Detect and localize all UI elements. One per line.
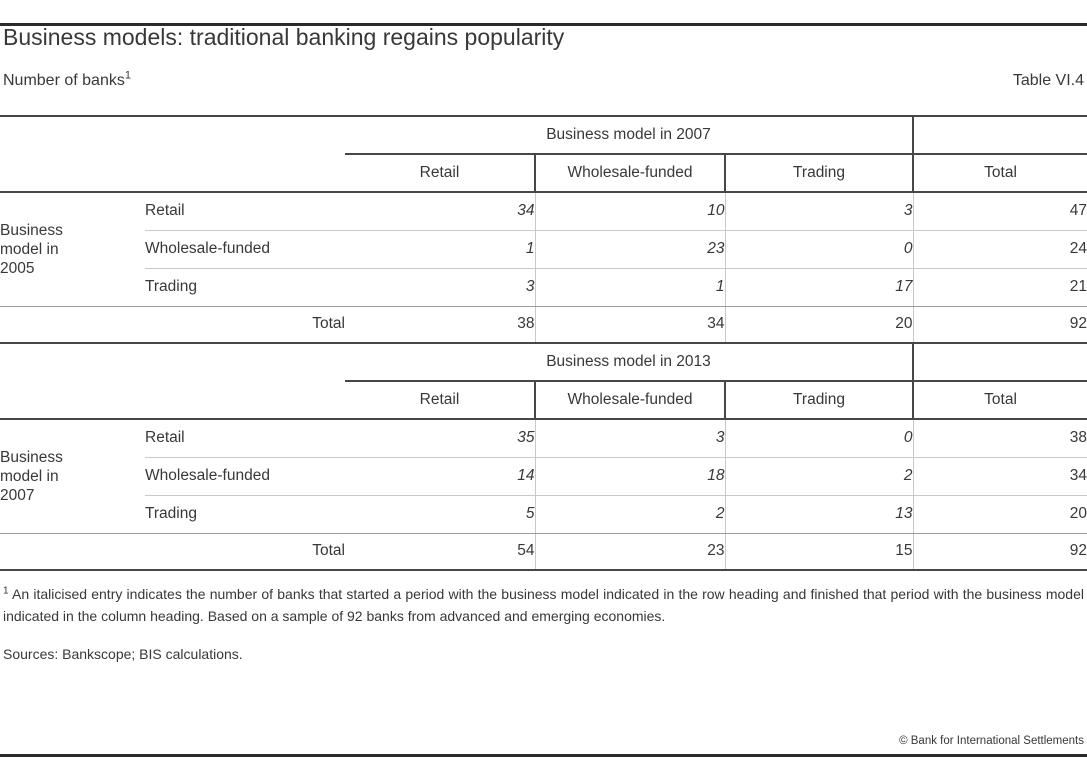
row-total-value: 21	[912, 268, 1087, 307]
cell-value: 0	[724, 419, 914, 458]
row-group-label: Business model in 2007	[0, 419, 145, 534]
row-total-value: 34	[912, 457, 1087, 496]
row-label: Wholesale-funded	[145, 230, 345, 269]
table-row: Business model in 2007 Retail 35 3 0 38	[0, 419, 1087, 534]
column-header-retail: Retail	[345, 381, 535, 420]
panel1-column-header-row: Retail Wholesale-funded Trading Total	[0, 154, 1087, 193]
column-header-wholesale-funded: Wholesale-funded	[534, 381, 725, 420]
cell-value: 14	[345, 457, 535, 496]
panel1-total-row: Total 38 34 20 92	[0, 306, 1087, 344]
subtitle-text: Number of banks	[3, 72, 125, 89]
table-row: Trading 3 1 17 21	[0, 268, 1087, 307]
column-total-value: 15	[724, 533, 914, 571]
cell-value: 0	[724, 230, 914, 269]
subtitle-row: Number of banks1 Table VI.4	[3, 69, 1084, 90]
table-number-label: Table VI.4	[1012, 72, 1084, 89]
cell-value: 2	[534, 495, 725, 534]
footnote: 1 An italicised entry indicates the numb…	[3, 584, 1084, 627]
cell-value: 18	[534, 457, 725, 496]
cell-value: 2	[724, 457, 914, 496]
cell-value: 23	[534, 230, 725, 269]
cell-value: 5	[345, 495, 535, 534]
business-model-transition-table: Business model in 2007 Retail Wholesale-…	[0, 115, 1087, 571]
row-label: Trading	[145, 495, 345, 534]
cell-value: 3	[345, 268, 535, 307]
column-total-value: 20	[724, 306, 914, 344]
column-header-wholesale-funded: Wholesale-funded	[534, 154, 725, 193]
footnote-text: An italicised entry indicates the number…	[3, 586, 1084, 624]
column-header-trading: Trading	[723, 154, 914, 193]
page-title: Business models: traditional banking reg…	[3, 24, 565, 50]
total-row-label: Total	[0, 533, 345, 571]
footnote-marker: 1	[3, 585, 9, 597]
copyright-notice: © Bank for International Settlements	[899, 735, 1084, 747]
column-header-trading: Trading	[723, 381, 914, 420]
cell-value: 1	[345, 230, 535, 269]
sources-line: Sources: Bankscope; BIS calculations.	[3, 646, 243, 662]
column-header-total: Total	[912, 381, 1087, 420]
cell-value: 10	[534, 192, 725, 231]
grand-total-value: 92	[912, 306, 1087, 344]
subtitle-footnote-marker: 1	[124, 69, 131, 82]
empty-cell	[0, 381, 345, 420]
row-total-value: 38	[912, 419, 1087, 458]
row-group-label-text: Business model in 2005	[0, 221, 63, 277]
row-group-label: Business model in 2005	[0, 192, 145, 307]
column-total-value: 23	[534, 533, 725, 571]
panel2-span-header: Business model in 2013	[345, 343, 914, 382]
cell-value: 35	[345, 419, 535, 458]
table-row: Business model in 2005 Retail 34 10 3 47	[0, 192, 1087, 307]
empty-cell	[0, 343, 345, 381]
cell-value: 34	[345, 192, 535, 231]
bottom-page-rule	[0, 754, 1087, 757]
cell-value: 1	[534, 268, 725, 307]
empty-cell	[0, 116, 345, 154]
table-row: Trading 5 2 13 20	[0, 495, 1087, 534]
panel1-span-header-row: Business model in 2007	[0, 116, 1087, 155]
top-page-rule	[0, 23, 1087, 26]
total-column-spacer	[912, 116, 1087, 155]
panel2-total-row: Total 54 23 15 92	[0, 533, 1087, 571]
table-row: Wholesale-funded 14 18 2 34	[0, 457, 1087, 496]
table-subtitle: Number of banks1	[3, 69, 131, 90]
grand-total-value: 92	[912, 533, 1087, 571]
row-label: Retail	[145, 419, 345, 458]
column-total-value: 34	[534, 306, 725, 344]
row-total-value: 24	[912, 230, 1087, 269]
cell-value: 13	[724, 495, 914, 534]
cell-value: 17	[724, 268, 914, 307]
column-header-total: Total	[912, 154, 1087, 193]
row-label: Wholesale-funded	[145, 457, 345, 496]
row-total-value: 47	[912, 192, 1087, 231]
column-total-value: 38	[345, 306, 535, 344]
row-label: Retail	[145, 192, 345, 231]
total-row-label: Total	[0, 306, 345, 344]
row-group-label-text: Business model in 2007	[0, 448, 63, 504]
panel2-column-header-row: Retail Wholesale-funded Trading Total	[0, 381, 1087, 420]
total-column-spacer	[912, 343, 1087, 382]
cell-value: 3	[724, 192, 914, 231]
row-label: Trading	[145, 268, 345, 307]
panel1-span-header: Business model in 2007	[345, 116, 914, 155]
column-total-value: 54	[345, 533, 535, 571]
empty-cell	[0, 154, 345, 193]
table-row: Wholesale-funded 1 23 0 24	[0, 230, 1087, 269]
row-total-value: 20	[912, 495, 1087, 534]
column-header-retail: Retail	[345, 154, 535, 193]
cell-value: 3	[534, 419, 725, 458]
panel2-span-header-row: Business model in 2013	[0, 343, 1087, 382]
